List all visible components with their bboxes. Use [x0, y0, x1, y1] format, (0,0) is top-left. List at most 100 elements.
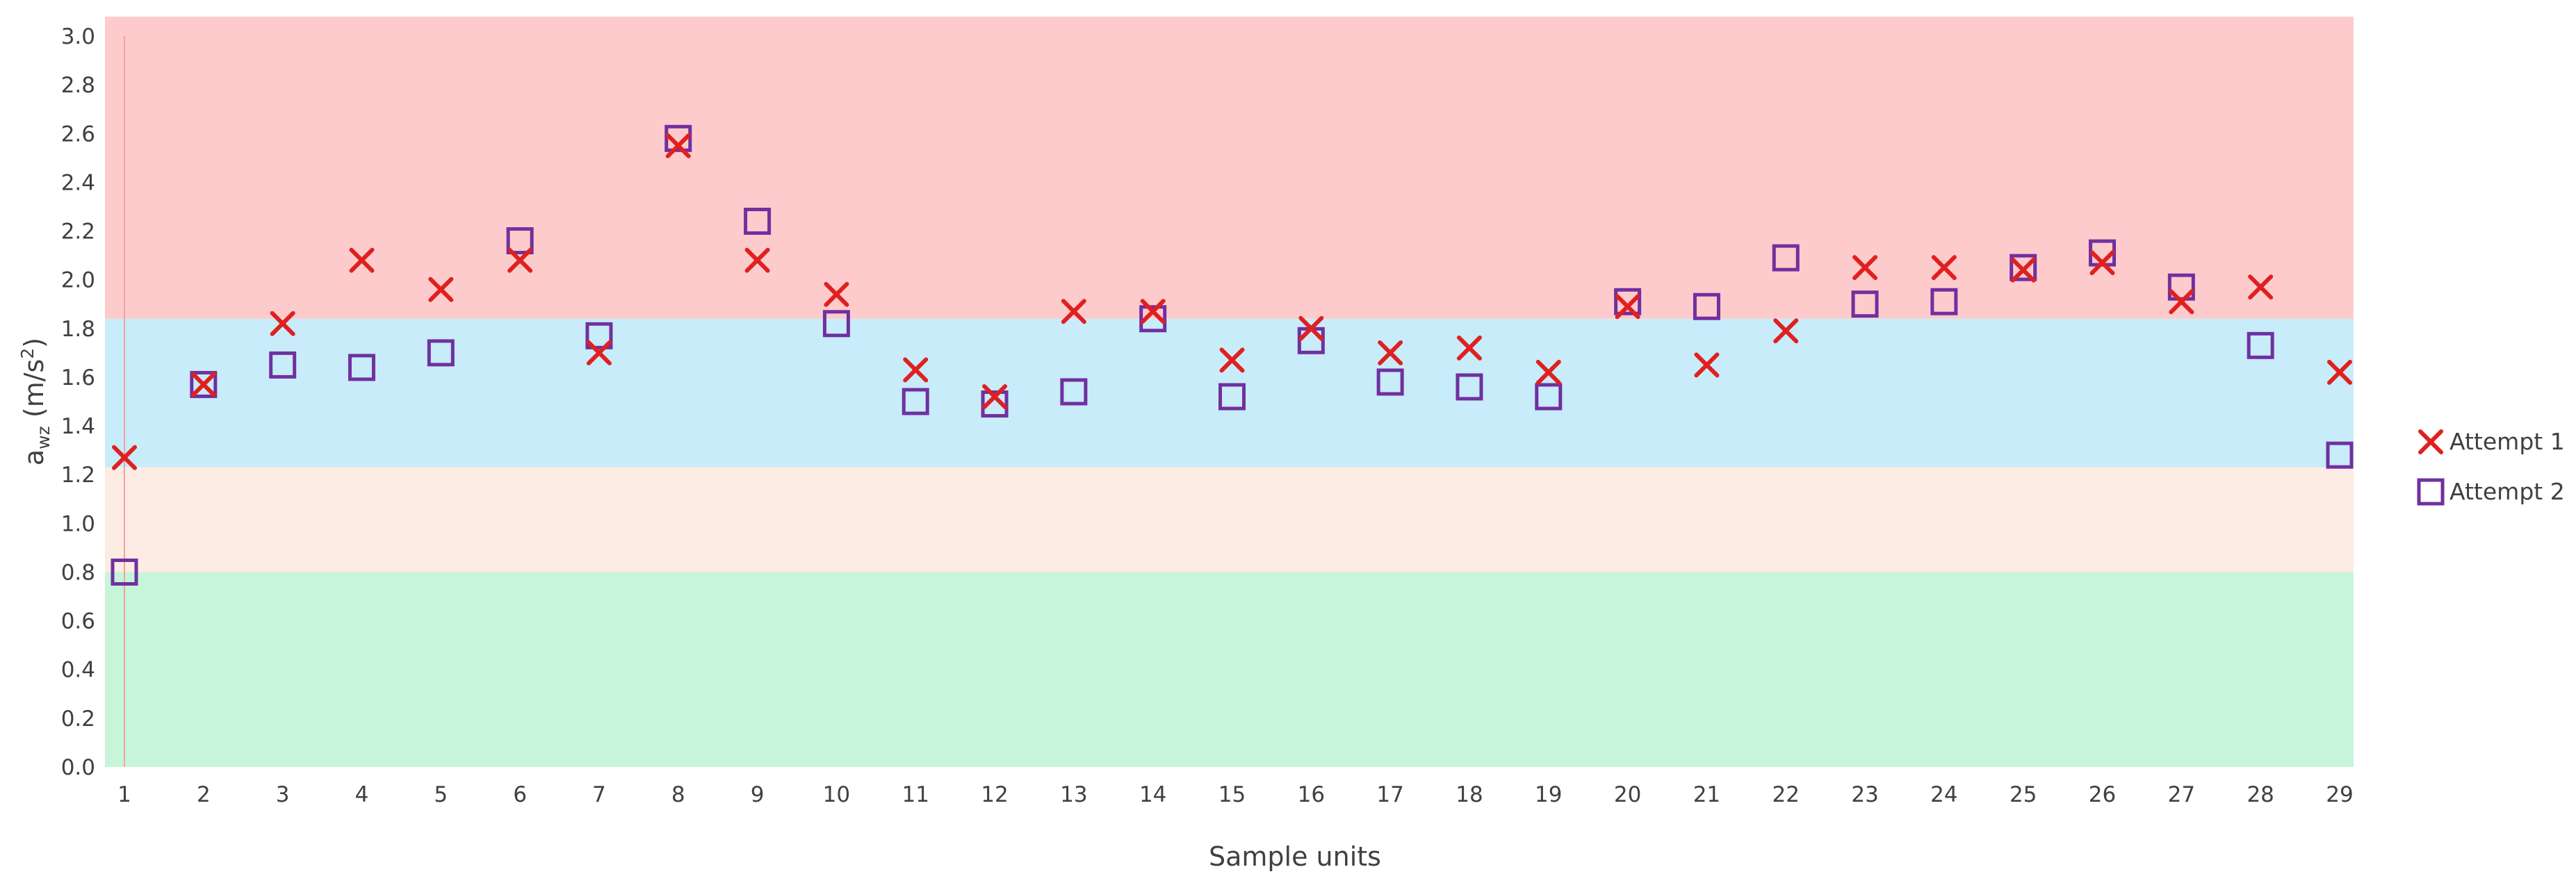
attempt-1-point — [1061, 299, 1086, 324]
y-axis-title-base: a — [19, 449, 49, 465]
attempt-2-point — [902, 388, 929, 415]
attempt-1-point — [270, 311, 295, 336]
attempt-1-point — [586, 340, 612, 365]
attempt-1-point — [2010, 257, 2036, 283]
attempt-2-point — [822, 310, 850, 338]
x-tick-label: 23 — [1851, 782, 1878, 807]
attempt-2-point — [1456, 373, 1483, 401]
x-tick-label: 11 — [902, 782, 929, 807]
attempt-1-point — [112, 445, 137, 470]
y-tick-label: 0.0 — [61, 755, 95, 780]
attempt-1-point — [1535, 359, 1561, 385]
attempt-1-point — [1773, 318, 1799, 344]
attempt-1-point — [2327, 359, 2352, 385]
y-tick-label: 2.0 — [61, 268, 95, 293]
data-markers — [111, 124, 2354, 586]
y-tick-label: 0.2 — [61, 707, 95, 732]
attempt-2-point — [269, 351, 297, 379]
attempt-2-point — [427, 339, 455, 367]
attempt-1-point — [1298, 315, 1324, 341]
y-tick-label: 3.0 — [61, 24, 95, 49]
x-tick-label: 6 — [513, 782, 527, 807]
legend-item-attempt-1: Attempt 1 — [2418, 428, 2565, 455]
attempt-1-point — [982, 383, 1008, 409]
legend-marker-x — [2418, 429, 2443, 454]
x-tick-label: 4 — [355, 782, 369, 807]
x-tick-label: 13 — [1060, 782, 1087, 807]
x-tick-label: 1 — [117, 782, 131, 807]
y-axis-title-close: ) — [19, 338, 49, 348]
y-axis-ticks: 0.0 0.2 0.4 0.6 0.8 1.0 1.2 1.4 1.6 1.8 2.0 2.2 2.4 2… — [61, 24, 95, 780]
attempt-1-point — [824, 281, 849, 307]
attempt-2-point — [665, 124, 692, 152]
attempt-1-point — [1931, 255, 1957, 281]
attempt-2-point — [585, 322, 613, 349]
x-tick-label: 28 — [2247, 782, 2274, 807]
x-tick-label: 19 — [1535, 782, 1562, 807]
y-tick-label: 1.8 — [61, 317, 95, 342]
attempt-2-point — [190, 370, 218, 398]
x-axis-ticks: 1 2 3 4 5 6 7 8 9 10 11 12 13 14 15 16 17 18 19 20 21 22 23 24 2… — [117, 782, 2354, 807]
attempt-2-point — [1376, 368, 1404, 396]
y-tick-label: 1.6 — [61, 365, 95, 390]
x-tick-label: 2 — [197, 782, 211, 807]
legend-marker-square — [2417, 478, 2445, 506]
attempt-1-point — [2248, 274, 2274, 300]
attempt-2-point — [1535, 383, 1563, 411]
x-tick-label: 20 — [1614, 782, 1641, 807]
y-tick-label: 0.4 — [61, 658, 95, 683]
attempt-1-point — [190, 372, 216, 397]
y-tick-label: 0.6 — [61, 609, 95, 634]
attempt-1-point — [2169, 289, 2194, 315]
band-3 — [105, 318, 2354, 468]
x-tick-label: 18 — [1456, 782, 1483, 807]
x-tick-label: 9 — [751, 782, 765, 807]
y-tick-label: 2.4 — [61, 170, 95, 195]
x-tick-label: 10 — [823, 782, 850, 807]
attempt-2-point — [744, 208, 772, 236]
attempt-2-point — [2247, 331, 2274, 359]
x-axis-title: Sample units — [1209, 841, 1381, 872]
attempt-1-point — [428, 277, 454, 302]
attempt-1-point — [507, 247, 533, 273]
attempt-2-point — [981, 390, 1009, 418]
x-tick-label: 29 — [2326, 782, 2353, 807]
x-tick-label: 12 — [981, 782, 1008, 807]
y-axis-title-unit: (m/s — [19, 359, 49, 427]
attempt-1-point — [903, 357, 929, 383]
attempt-2-point — [111, 558, 138, 586]
band-1 — [105, 572, 2354, 767]
y-tick-label: 0.8 — [61, 560, 95, 585]
legend-label-attempt-1: Attempt 1 — [2449, 428, 2565, 455]
attempt-1-point — [1852, 255, 1878, 281]
y-tick-label: 2.2 — [61, 220, 95, 245]
legend-label-attempt-2: Attempt 2 — [2449, 478, 2565, 505]
band-2 — [105, 467, 2354, 572]
attempt-2-point — [2010, 254, 2037, 281]
attempt-1-point — [2089, 250, 2115, 276]
x-tick-label: 7 — [592, 782, 606, 807]
x-tick-label: 24 — [1930, 782, 1957, 807]
attempt-1-point — [1456, 335, 1482, 361]
attempt-2-point — [1851, 290, 1879, 318]
x-tick-label: 3 — [276, 782, 290, 807]
band-4 — [105, 16, 2354, 319]
attempt-1-point — [1140, 299, 1166, 324]
attempt-1-point — [744, 247, 770, 273]
legend: Attempt 1 Attempt 2 — [2417, 428, 2565, 506]
x-tick-label: 22 — [1772, 782, 1800, 807]
attempt-2-point — [348, 354, 375, 381]
x-tick-label: 26 — [2089, 782, 2116, 807]
attempt-2-point — [1930, 288, 1958, 315]
attempt-2-point — [1693, 292, 1720, 320]
legend-x-marker — [2418, 429, 2443, 454]
y-tick-label: 1.0 — [61, 511, 95, 536]
y-axis-title-sub: wz — [33, 426, 54, 449]
y-tick-label: 1.2 — [61, 463, 95, 488]
y-tick-label: 2.8 — [61, 73, 95, 98]
attempt-2-point — [506, 227, 534, 255]
y-axis-title: awz (m/s2) — [17, 338, 54, 465]
x-tick-label: 25 — [2010, 782, 2037, 807]
x-tick-label: 14 — [1139, 782, 1166, 807]
